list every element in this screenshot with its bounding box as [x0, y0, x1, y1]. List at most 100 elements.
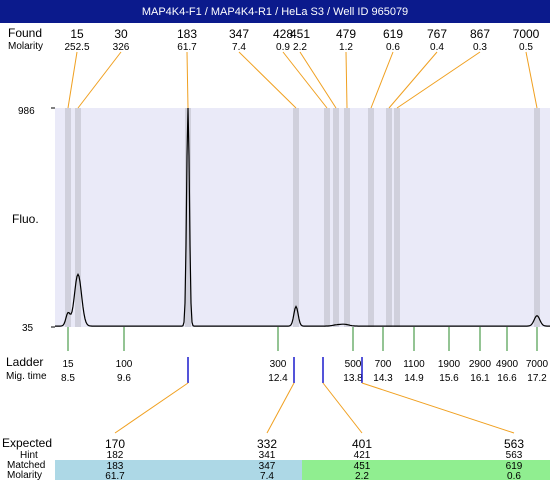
- expected-connector: [114, 382, 189, 434]
- expected-size: 563: [504, 437, 524, 451]
- matched-molarity: 61.7: [105, 471, 125, 480]
- found-molarity-label: 61.7: [177, 42, 197, 53]
- matched-size: 451: [354, 461, 371, 472]
- ladder-time-label: 15.6: [439, 373, 459, 384]
- hint-size: 182: [107, 450, 124, 461]
- ladder-label: Ladder: [6, 355, 44, 369]
- ladder-time-label: 14.3: [373, 373, 393, 384]
- found-size-label: 15: [70, 27, 84, 41]
- ladder-size-label: 7000: [526, 359, 549, 370]
- found-molarity-label: 0.6: [386, 42, 400, 53]
- found-connector: [525, 51, 538, 109]
- expected-connector: [322, 382, 363, 434]
- found-band: [344, 108, 350, 327]
- found-connector: [77, 51, 122, 109]
- hint-size: 563: [506, 450, 523, 461]
- found-band: [386, 108, 392, 327]
- ladder-size-label: 15: [62, 359, 74, 370]
- found-connector: [238, 51, 297, 109]
- found-connector: [186, 51, 189, 109]
- ladder-size-label: 700: [375, 359, 392, 370]
- matched-molarity: 2.2: [355, 471, 369, 480]
- ladder-time-label: 13.8: [343, 373, 363, 384]
- found-band: [534, 108, 540, 327]
- found-molarity-label: 7.4: [232, 42, 246, 53]
- molarity-bottom-label: Molarity: [7, 470, 43, 481]
- found-size-label: 479: [336, 27, 356, 41]
- expected-size: 170: [105, 437, 125, 451]
- matched-molarity: 0.6: [507, 471, 521, 480]
- hint-size: 341: [259, 450, 276, 461]
- found-connector: [388, 51, 438, 109]
- found-molarity-label: 0.9: [276, 42, 290, 53]
- plot-area: [55, 108, 550, 327]
- matched-size: 619: [506, 461, 523, 472]
- found-band: [75, 108, 81, 327]
- ladder-time-label: 17.2: [527, 373, 547, 384]
- found-band: [324, 108, 330, 327]
- ladder-size-label: 2900: [469, 359, 492, 370]
- found-molarity-label: 0.5: [519, 42, 533, 53]
- ladder-time-label: 9.6: [117, 373, 131, 384]
- ladder-time-label: 16.6: [497, 373, 517, 384]
- found-band: [65, 108, 71, 327]
- y-tick-max: 986: [18, 106, 35, 117]
- expected-connector: [266, 382, 295, 434]
- ladder-time-label: 8.5: [61, 373, 75, 384]
- ladder-size-label: 4900: [496, 359, 519, 370]
- found-molarity-label: 0.4: [430, 42, 444, 53]
- found-molarity-label: 2.2: [293, 42, 307, 53]
- found-band: [368, 108, 374, 327]
- found-molarity-label: 1.2: [339, 42, 353, 53]
- found-band: [185, 108, 191, 327]
- matched-band-green: [302, 460, 550, 480]
- ladder-size-label: 1900: [438, 359, 461, 370]
- matched-label: Matched: [7, 460, 46, 471]
- found-size-label: 30: [114, 27, 128, 41]
- found-size-label: 619: [383, 27, 403, 41]
- found-connector: [396, 51, 481, 109]
- y-axis-label: Fluo.: [12, 212, 39, 226]
- expected-size: 332: [257, 437, 277, 451]
- found-size-label: 428: [273, 27, 293, 41]
- found-band: [293, 108, 299, 327]
- found-connector: [370, 51, 394, 109]
- ladder-size-label: 1100: [403, 359, 425, 370]
- ladder-size-label: 100: [116, 359, 133, 370]
- hint-label: Hint: [20, 450, 38, 461]
- molarity-label: Molarity: [8, 41, 44, 52]
- found-size-label: 867: [470, 27, 490, 41]
- ladder-size-label: 300: [270, 359, 287, 370]
- found-connector: [282, 51, 328, 109]
- found-size-label: 451: [290, 27, 310, 41]
- found-band: [333, 108, 339, 327]
- found-connector: [299, 51, 337, 109]
- found-size-label: 767: [427, 27, 447, 41]
- found-connector: [345, 51, 348, 109]
- matched-size: 347: [259, 461, 276, 472]
- matched-size: 183: [107, 461, 124, 472]
- found-molarity-label: 252.5: [64, 42, 89, 53]
- chart-title: MAP4K4-F1 / MAP4K4-R1 / HeLa S3 / Well I…: [0, 0, 550, 23]
- found-band: [394, 108, 400, 327]
- expected-label: Expected: [2, 436, 53, 450]
- ladder-time-label: 16.1: [470, 373, 490, 384]
- found-connector: [67, 51, 78, 109]
- matched-molarity: 7.4: [260, 471, 274, 480]
- signal-trace: [55, 107, 550, 327]
- mig-time-label: Mig. time: [6, 371, 47, 382]
- found-molarity-label: 326: [113, 42, 130, 53]
- ladder-time-label: 12.4: [268, 373, 288, 384]
- found-molarity-label: 0.3: [473, 42, 487, 53]
- found-size-label: 7000: [513, 27, 540, 41]
- expected-size: 401: [352, 437, 372, 451]
- found-size-label: 347: [229, 27, 249, 41]
- found-label: Found: [8, 26, 43, 40]
- ladder-size-label: 500: [345, 359, 362, 370]
- y-tick-min: 35: [22, 323, 34, 334]
- found-size-label: 183: [177, 27, 197, 41]
- matched-band-blue: [55, 460, 302, 480]
- ladder-time-label: 14.9: [404, 373, 424, 384]
- hint-size: 421: [354, 450, 371, 461]
